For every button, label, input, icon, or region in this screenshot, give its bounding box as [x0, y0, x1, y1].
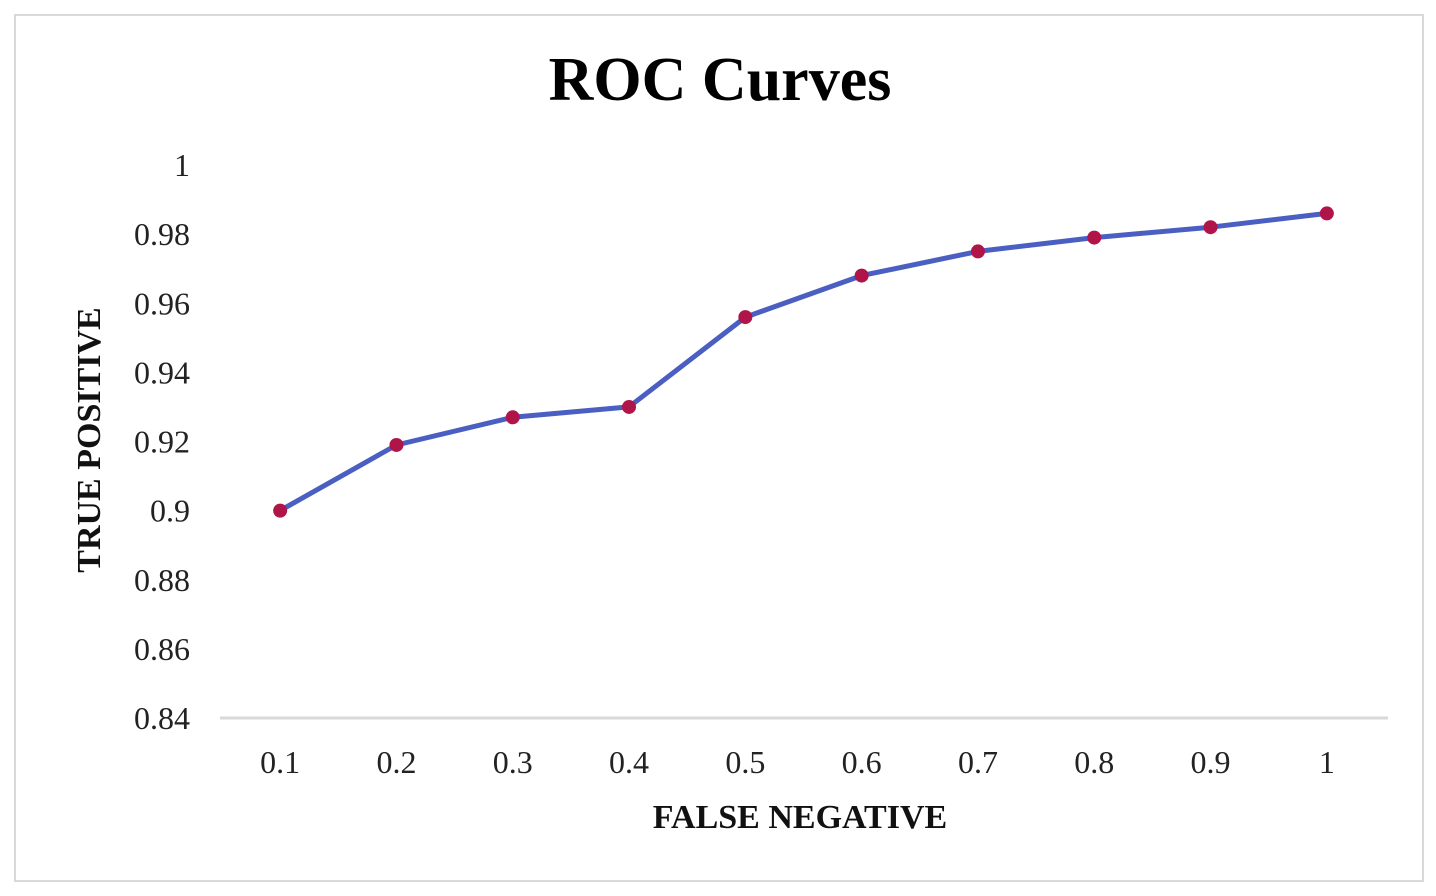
- y-axis-ticks: 0.84 0.86 0.88 0.9 0.92 0.94 0.96 0.98 1: [134, 147, 190, 736]
- y-tick-label: 0.88: [134, 562, 190, 598]
- y-tick-label: 0.84: [134, 700, 190, 736]
- chart-frame: [14, 14, 1424, 882]
- y-tick-label: 0.94: [134, 354, 190, 390]
- chart-title: ROC Curves: [549, 46, 892, 114]
- x-tick-label: 0.7: [958, 744, 998, 780]
- data-point: [273, 503, 288, 518]
- x-tick-label: 0.9: [1191, 744, 1231, 780]
- y-tick-label: 0.86: [134, 631, 190, 667]
- x-tick-label: 0.2: [376, 744, 416, 780]
- data-point: [389, 437, 404, 452]
- y-tick-label: 1: [174, 147, 190, 183]
- data-point: [505, 410, 520, 425]
- x-tick-label: 0.6: [842, 744, 882, 780]
- x-tick-label: 0.3: [493, 744, 533, 780]
- x-axis-title: FALSE NEGATIVE: [653, 799, 947, 836]
- data-point: [854, 268, 869, 283]
- x-tick-label: 0.4: [609, 744, 649, 780]
- data-point: [1203, 220, 1218, 235]
- data-point: [738, 310, 753, 325]
- x-tick-label: 0.1: [260, 744, 300, 780]
- data-point: [1319, 206, 1334, 221]
- data-point: [970, 244, 985, 259]
- series-line: [278, 210, 1328, 513]
- data-point: [622, 399, 637, 414]
- y-tick-label: 0.92: [134, 424, 190, 460]
- y-axis-title: TRUE POSITIVE: [71, 307, 108, 572]
- x-tick-label: 0.5: [725, 744, 765, 780]
- y-tick-label: 0.98: [134, 216, 190, 252]
- x-axis-ticks: 0.1 0.2 0.3 0.4 0.5 0.6 0.7 0.8 0.9 1: [260, 744, 1335, 780]
- data-point: [1087, 230, 1102, 245]
- y-tick-label: 0.96: [134, 285, 190, 321]
- x-tick-label: 1: [1319, 744, 1335, 780]
- series-layer: [273, 206, 1334, 518]
- x-tick-label: 0.8: [1074, 744, 1114, 780]
- y-tick-label: 0.9: [150, 493, 190, 529]
